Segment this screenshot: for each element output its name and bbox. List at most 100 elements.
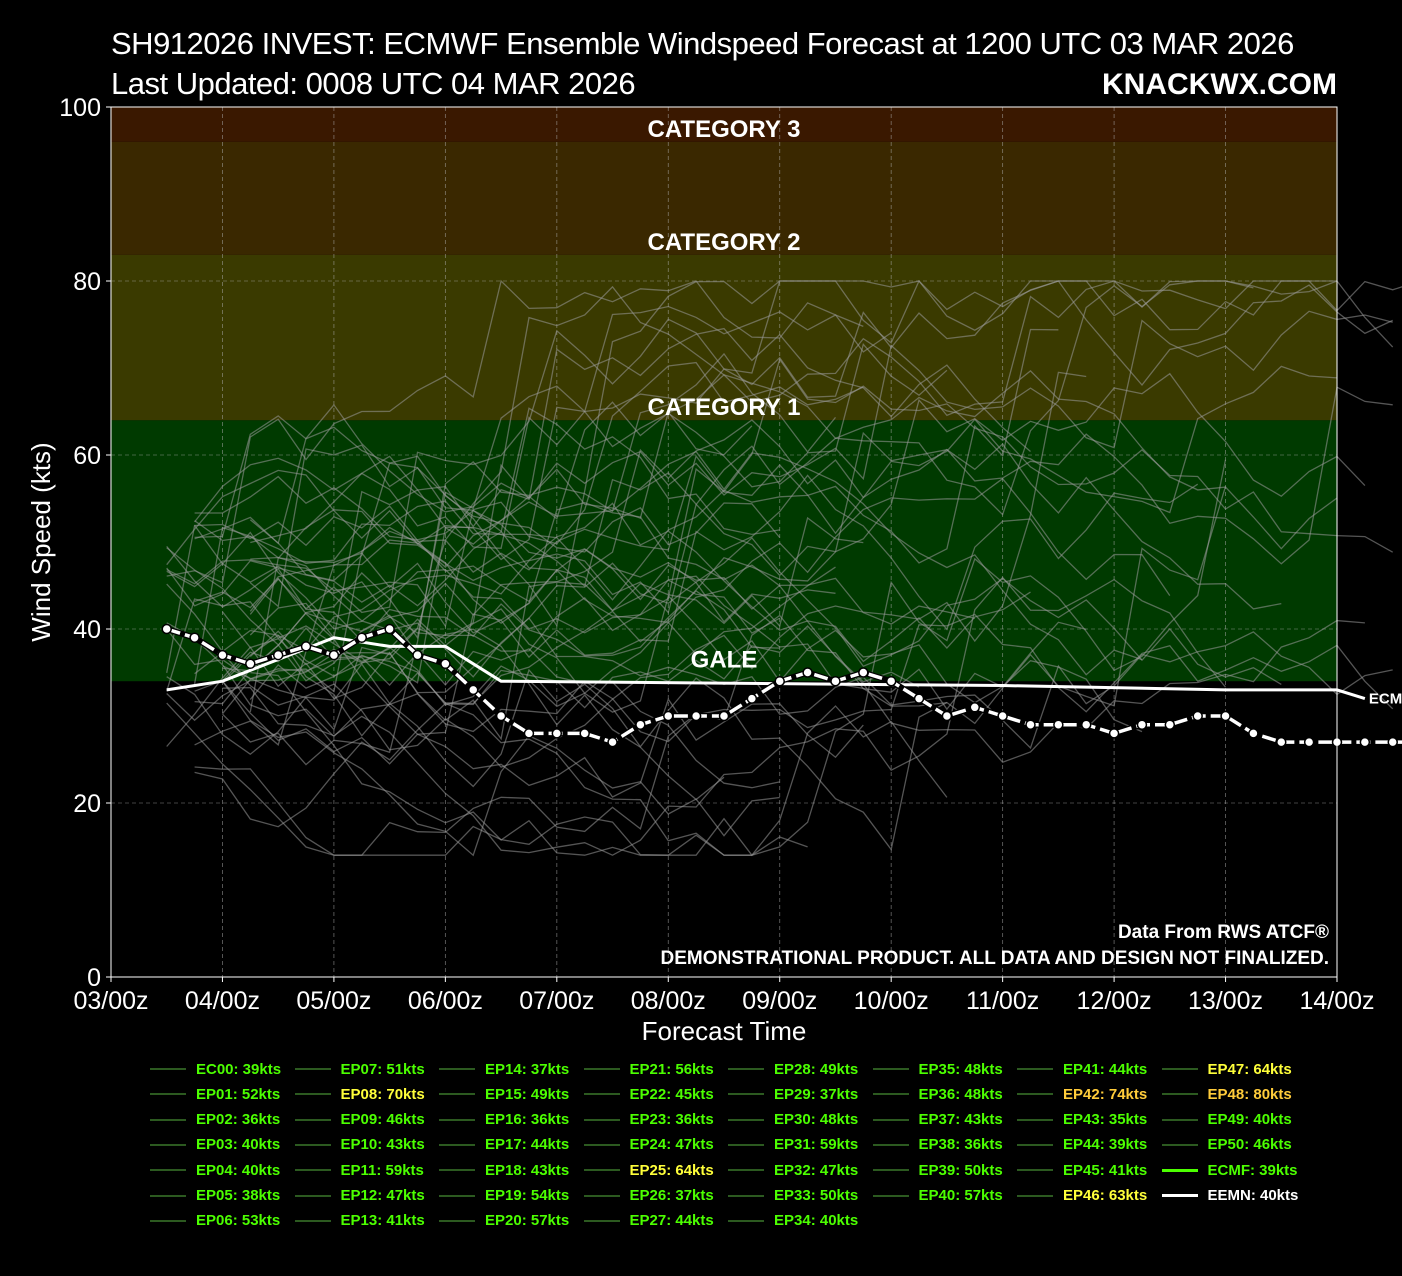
legend-swatch [294,1093,331,1096]
legend-label: EP32: 47kts [774,1161,859,1179]
legend-swatch [872,1194,909,1197]
legend-item: EP30: 48kts [728,1109,858,1131]
legend-label: EP35: 48kts [918,1060,1003,1078]
band-label: CATEGORY 1 [648,394,801,421]
eemn-point [1108,728,1120,739]
legend-label: EP02: 36kts [196,1111,281,1129]
eemn-point [1025,719,1036,730]
legend-swatch [728,1219,764,1222]
legend-item: EP43: 35kts [1017,1109,1147,1131]
legend-item: EP07: 51kts [294,1058,425,1080]
legend-label: EP28: 49kts [774,1060,859,1078]
legend-item: EP28: 49kts [728,1058,858,1080]
eemn-series: EEMN [161,623,1402,748]
legend-item: EP47: 64kts [1161,1058,1292,1080]
legend-swatch [1161,1068,1198,1070]
legend-swatch [150,1194,186,1197]
legend-item: EP14: 37kts [439,1058,569,1080]
chart-labels: GALE CATEGORY 1 CATEGORY 2 CATEGORY 3 Data F… [648,116,1329,969]
legend-swatch [583,1118,620,1121]
legend-label: EP46: 63kts [1063,1187,1148,1204]
legend-item: EP06: 53kts [150,1210,280,1232]
eemn-point [161,623,172,635]
legend-item: EP09: 46kts [294,1109,425,1131]
ensemble-member-line [194,577,864,798]
eemn-point [997,710,1008,722]
legend-swatch [294,1194,331,1197]
eemn-point [718,710,730,722]
legend-label: EP27: 44kts [629,1212,714,1230]
eemn-point [1248,728,1259,739]
legend-swatch [1017,1194,1053,1197]
band-label: GALE [691,647,758,674]
y-tick-label: 80 [73,268,101,296]
x-tick-label: 12/00z [1077,987,1152,1015]
legend-label: EP01: 52kts [196,1085,281,1103]
legend-swatch [728,1093,764,1096]
legend-swatch [1161,1194,1198,1197]
ensemble-member-line [166,547,725,801]
legend-label: EP47: 64kts [1207,1060,1292,1078]
intensity-band-3 [111,107,1337,142]
legend-swatch [150,1068,186,1070]
legend-item: EP32: 47kts [728,1159,858,1181]
eemn-point [1080,719,1092,730]
legend-label: EP23: 36kts [629,1111,714,1129]
disclaimer-annotation: DEMONSTRATIONAL PRODUCT. ALL DATA AND DE… [661,948,1330,969]
ensemble-member-line [222,474,1199,765]
legend-swatch [583,1068,620,1070]
axes: 0 20 40 60 80 100 03/00z 04/00z 05/00z 06/00z 07/0… [26,94,1375,1046]
legend-item: EP20: 57kts [439,1210,569,1232]
ensemble-member-line [194,328,1059,601]
ensemble-member-line [222,280,1254,684]
legend-label: EP36: 48kts [918,1085,1003,1103]
legend-swatch [294,1118,331,1121]
legend-swatch [872,1143,909,1146]
ensemble-member-line [250,372,1366,588]
ensemble-member-line [194,342,948,549]
legend-label: EP17: 44kts [485,1136,570,1154]
legend-label: EP18: 43kts [485,1161,570,1179]
x-tick-label: 05/00z [296,987,371,1015]
ensemble-member-line [249,280,1338,615]
legend-swatch [439,1219,475,1222]
eemn-point [1359,736,1371,748]
legend-swatch [294,1169,331,1172]
legend-swatch [728,1118,764,1121]
legend-label: EP34: 40kts [774,1212,859,1230]
y-tick-label: 20 [73,790,101,818]
legend-swatch [1017,1169,1053,1172]
legend-label: EC00: 39kts [196,1060,282,1078]
x-tick-label: 14/00z [1299,987,1374,1015]
legend-label: EP13: 41kts [340,1212,425,1230]
ensemble-member-line [249,502,1031,713]
legend-item: EP45: 41kts [1017,1159,1147,1181]
legend-label: EP38: 36kts [918,1136,1003,1154]
eemn-point [830,675,841,687]
legend-label: EEMN: 40kts [1207,1187,1299,1204]
x-axis-label: Forecast Time [642,1016,807,1046]
legend-swatch [872,1169,909,1172]
ensemble-member-line [166,545,780,657]
eemn-point [245,658,256,670]
legend-swatch [728,1068,764,1070]
legend-item: EP24: 47kts [583,1134,714,1156]
legend-swatch [872,1118,909,1121]
eemn-line [166,627,1402,745]
eemn-point [774,675,785,687]
ensemble-member-line [222,576,1227,856]
legend-label: EP11: 59kts [340,1161,424,1179]
y-tick-label: 0 [87,964,101,992]
legend-label: EP21: 56kts [629,1060,714,1078]
legend-item: EEMN: 40kts [1161,1185,1299,1207]
legend-label: EP49: 40kts [1207,1111,1292,1129]
x-tick-label: 06/00z [408,987,483,1015]
windspeed-chart: ECMF EEMN 0 20 40 60 80 100 03/00z 04/00z 05/00z… [26,94,1402,1046]
eemn-point [1303,736,1315,748]
ensemble-member-line [166,613,1394,743]
legend-label: EP16: 36kts [485,1111,570,1129]
legend-item: EP23: 36kts [583,1109,714,1131]
legend-item: EP03: 40kts [150,1134,280,1156]
legend-swatch [1017,1143,1053,1146]
eemn-point [300,641,312,652]
